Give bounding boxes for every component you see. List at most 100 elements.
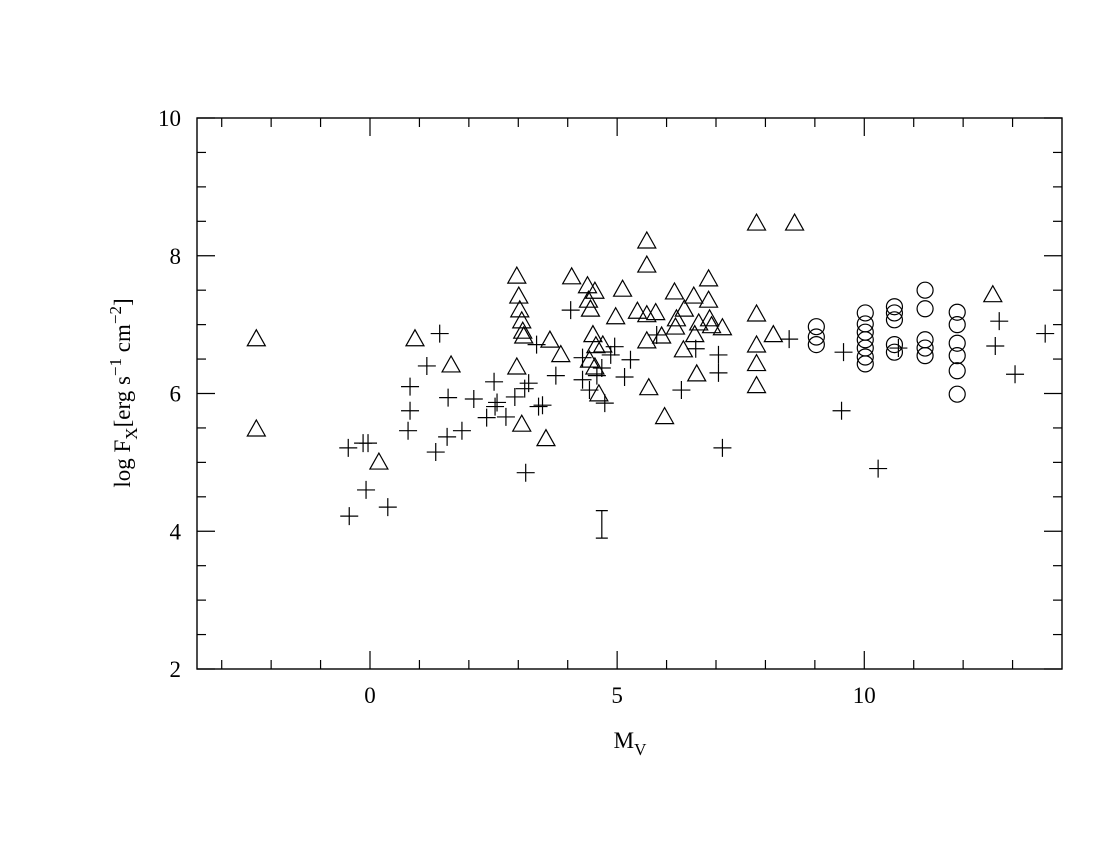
point-plus [605, 337, 624, 356]
point-plus [621, 350, 640, 369]
point-plus [834, 343, 853, 362]
point-triangle [539, 329, 560, 348]
point-triangle [512, 320, 533, 339]
point-triangle [746, 334, 767, 353]
point-plus [505, 387, 524, 406]
point-plus [986, 336, 1005, 355]
point-triangle [588, 383, 609, 402]
point-triangle [246, 328, 267, 347]
point-triangle [666, 308, 687, 327]
point-triangle [654, 406, 675, 425]
point-circle [807, 335, 825, 354]
point-triangle [674, 298, 695, 317]
point-plus [401, 401, 420, 420]
point-triangle [698, 289, 719, 308]
point-triangle [698, 268, 719, 287]
point-plus [713, 438, 732, 457]
point-triangle [561, 266, 582, 285]
point-plus [990, 312, 1009, 331]
point-triangle [511, 413, 532, 432]
point-plus [869, 459, 888, 478]
point-triangle [592, 334, 613, 353]
point-plus [647, 325, 666, 344]
point-triangle [784, 212, 805, 231]
point-triangle [746, 303, 767, 322]
point-plus [378, 498, 397, 517]
point-plus [615, 367, 634, 386]
point-plus [832, 401, 851, 420]
point-plus [561, 301, 580, 320]
point-circle [916, 347, 934, 365]
point-triangle [535, 428, 556, 447]
point-plus [709, 363, 728, 382]
point-circle [948, 316, 966, 334]
point-plus [1006, 365, 1025, 384]
point-circle [885, 343, 904, 361]
point-triangle [585, 335, 606, 354]
plot-frame [196, 117, 1063, 670]
point-circle [856, 348, 874, 366]
x-label-main: M [614, 728, 634, 753]
error-bar [595, 509, 608, 539]
point-triangle [605, 306, 626, 325]
point-triangle [665, 316, 686, 335]
point-plus [401, 377, 420, 396]
point-triangle [712, 317, 733, 336]
point-triangle [550, 344, 571, 363]
point-circle [856, 355, 874, 373]
point-plus [496, 407, 515, 426]
y-tick-label: 2 [170, 657, 182, 682]
point-circle [948, 303, 966, 321]
point-plus [780, 330, 799, 349]
point-triangle [746, 353, 767, 372]
point-triangle [511, 310, 532, 329]
point-triangle [506, 265, 527, 284]
y-tick-label: 4 [170, 519, 182, 544]
point-plus [672, 381, 691, 400]
y-label-part: cm [110, 324, 135, 358]
point-triangle [645, 302, 666, 321]
point-triangle [627, 301, 648, 319]
point-plus [417, 356, 436, 375]
point-plus [1036, 324, 1055, 343]
point-triangle [684, 324, 705, 343]
point-plus [533, 396, 552, 415]
point-circle [948, 362, 966, 380]
point-triangle [513, 325, 534, 344]
point-triangle [699, 308, 720, 327]
point-triangle [746, 375, 767, 394]
x-tick-label: 10 [853, 683, 876, 708]
point-plus [464, 390, 483, 409]
y-tick-label: 6 [170, 382, 182, 407]
point-circle [948, 347, 966, 365]
point-circle [948, 385, 966, 403]
point-triangle [580, 298, 601, 317]
point-plus [527, 335, 546, 354]
point-triangle [636, 330, 657, 349]
x-axis-label: MV [614, 728, 647, 759]
point-triangle [368, 451, 389, 470]
point-triangle [441, 354, 462, 373]
point-triangle [578, 289, 599, 308]
point-triangle [701, 315, 722, 334]
point-plus [430, 324, 449, 343]
point-triangle [763, 324, 784, 343]
point-triangle [982, 284, 1003, 303]
point-plus [359, 434, 378, 453]
y-label-sub: X [122, 427, 141, 439]
point-triangle [582, 324, 603, 343]
point-plus [686, 339, 705, 358]
point-plus [519, 374, 538, 393]
point-plus [399, 421, 418, 440]
y-tick-label: 8 [170, 244, 182, 269]
point-plus [477, 408, 496, 427]
point-triangle [584, 356, 605, 375]
point-circle [856, 331, 874, 349]
point-triangle [404, 328, 426, 347]
point-triangle [636, 230, 657, 249]
point-plus [488, 393, 507, 412]
point-triangle [246, 418, 267, 437]
point-plus [592, 359, 611, 378]
point-plus [573, 370, 592, 389]
y-label-part: log F [110, 440, 135, 488]
